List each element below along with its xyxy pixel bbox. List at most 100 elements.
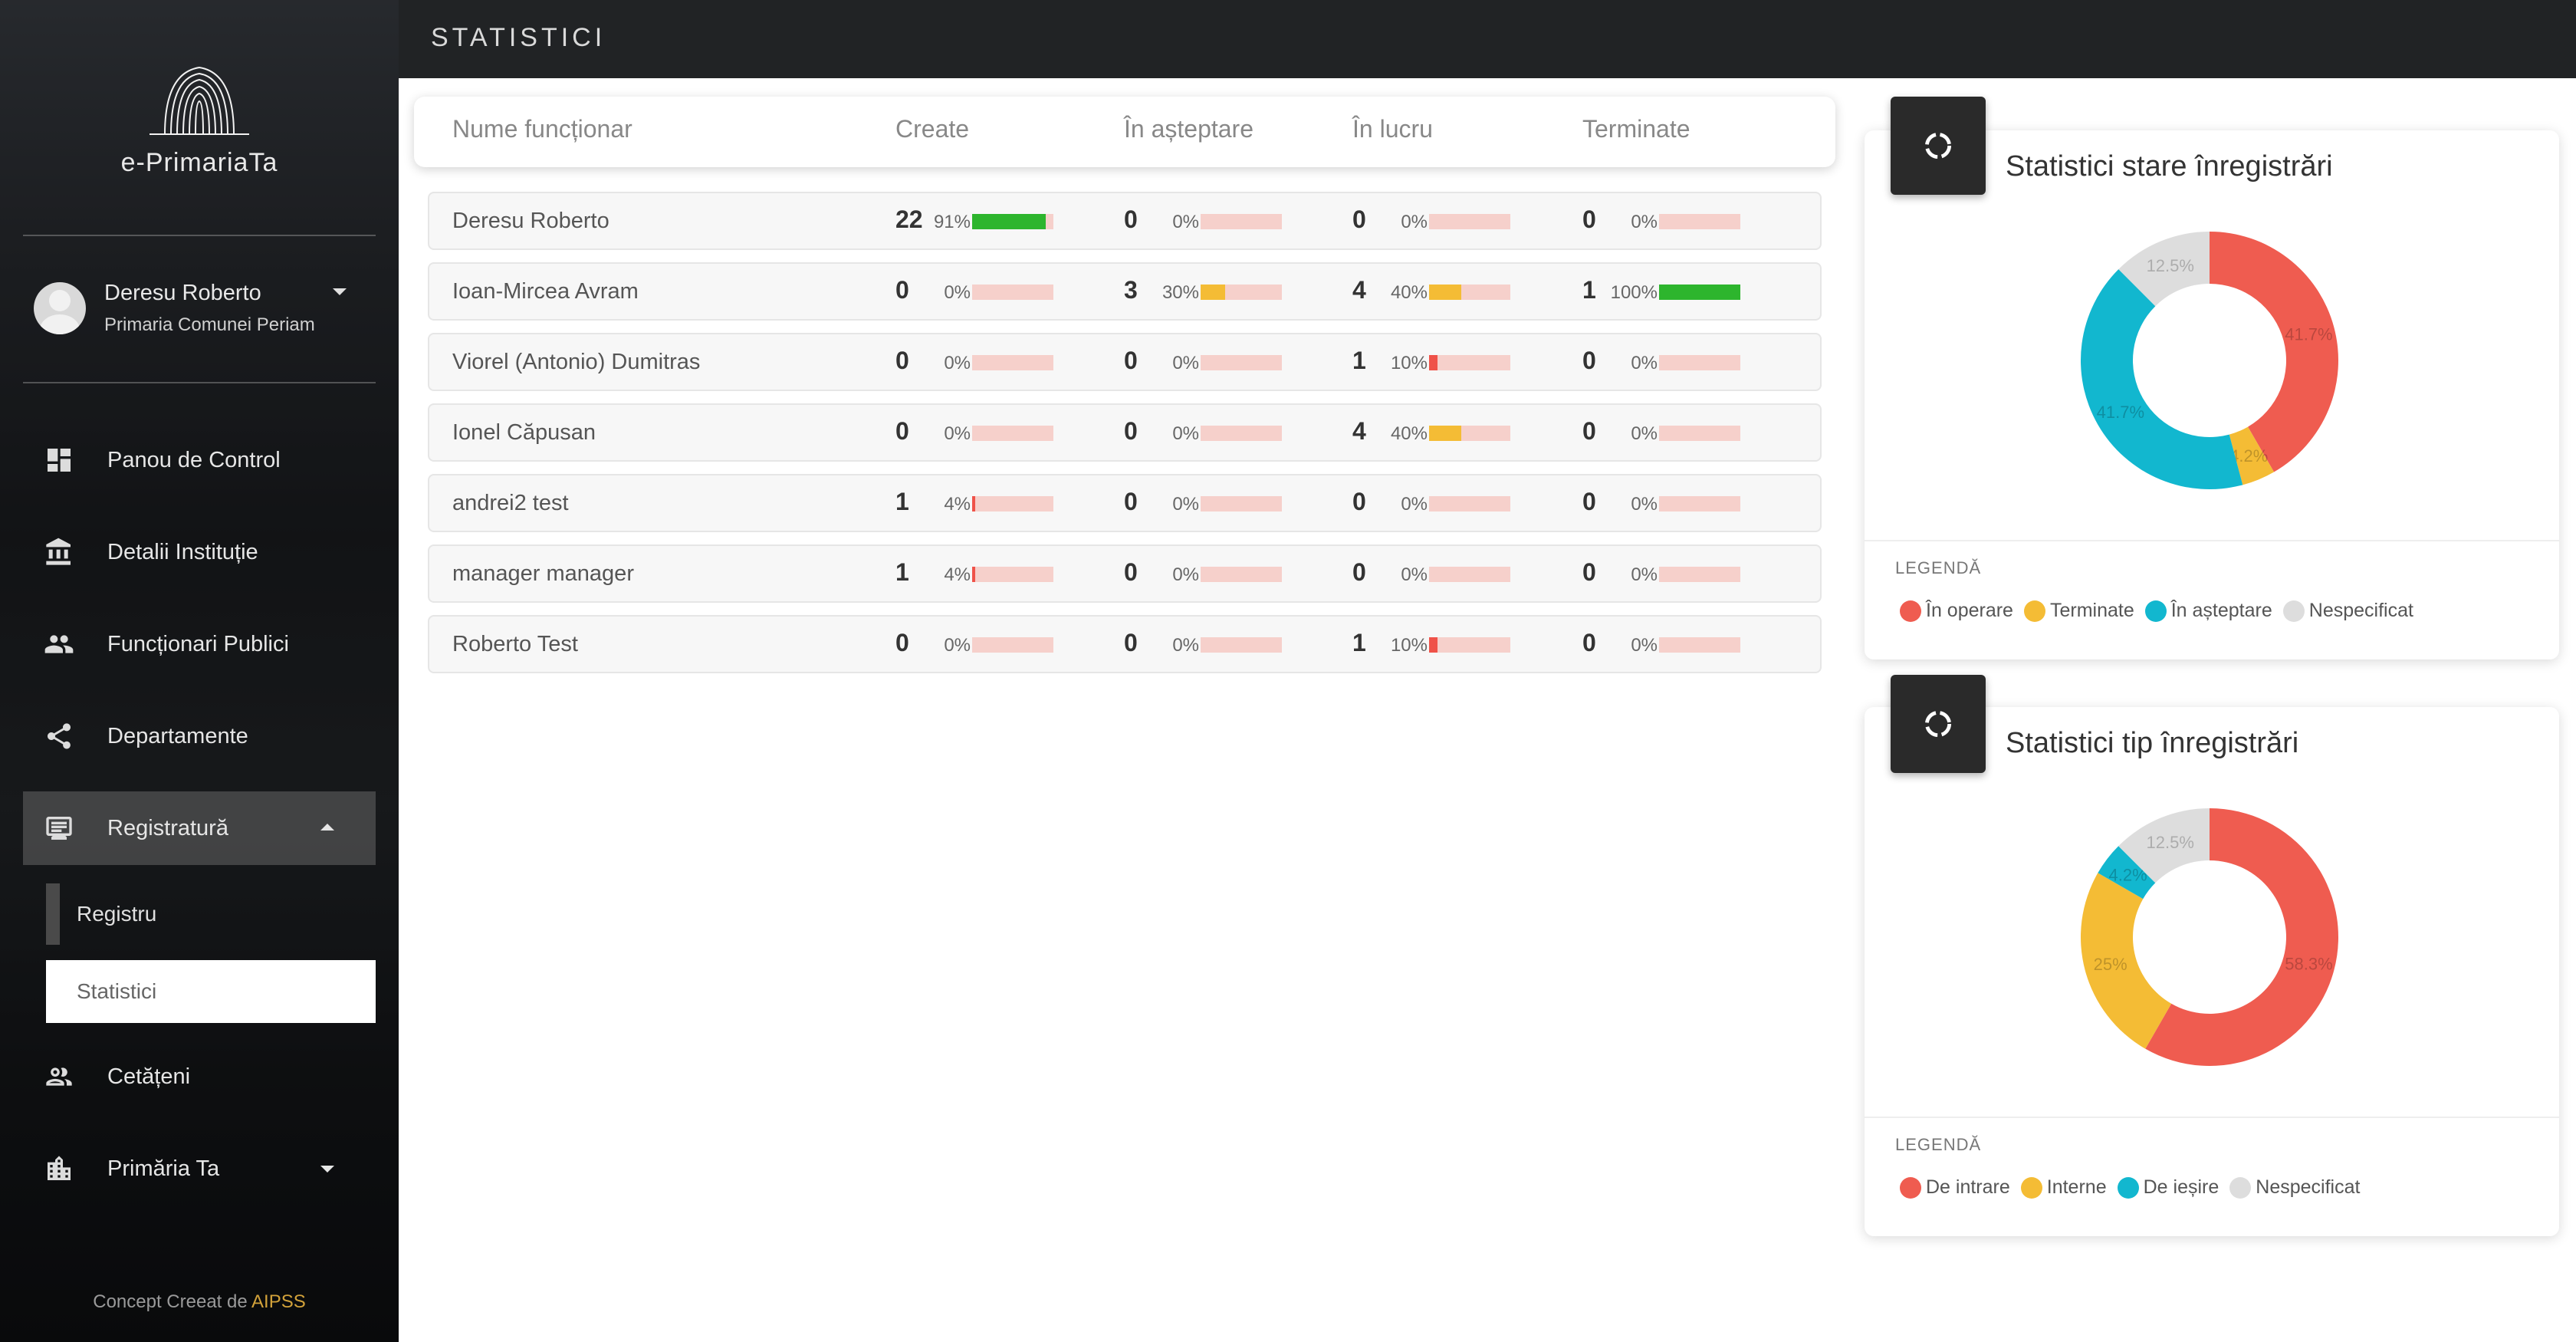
cell-name: Ioan-Mircea Avram [452, 279, 639, 304]
slice-terminate[interactable] [2229, 426, 2275, 485]
progress-bar [1659, 567, 1740, 582]
stat-count: 0 [895, 629, 909, 656]
refresh-icon[interactable] [1891, 675, 1986, 773]
legend-item[interactable]: În așteptare [2144, 600, 2272, 622]
nav-item-panou-de-control[interactable]: Panou de Control [23, 423, 376, 497]
chevron-up-icon [320, 824, 334, 831]
subnav-statistici[interactable]: Statistici [46, 960, 376, 1023]
stat-percent: 0% [944, 635, 971, 656]
stat-percent: 0% [1172, 494, 1199, 515]
legend-title: LEGENDĂ [1895, 1135, 1982, 1154]
table-row[interactable]: Viorel (Antonio) Dumitras 0 0% 0 0% 1 10% 0 0% [428, 333, 1822, 391]
header-nume: Nume funcționar [452, 115, 632, 143]
header-terminate: Terminate [1582, 115, 1691, 143]
chevron-down-icon[interactable] [333, 288, 347, 295]
table-row[interactable]: manager manager 1 4% 0 0% 0 0% 0 0% [428, 544, 1822, 603]
legend-item[interactable]: De intrare [1900, 1176, 2010, 1199]
institution-icon [43, 536, 75, 568]
refresh-icon[interactable] [1891, 97, 1986, 195]
stat-percent: 0% [1401, 212, 1428, 232]
legend-item[interactable]: Terminate [2023, 600, 2134, 622]
logo[interactable]: e-PrimariaTa [0, 61, 399, 178]
chevron-down-icon [320, 1166, 334, 1173]
legend: În operare Terminate În așteptare Nespecifi… [1900, 600, 2424, 622]
legend-label: De ieșire [2143, 1176, 2220, 1198]
table-row[interactable]: Roberto Test 0 0% 0 0% 1 10% 0 0% [428, 615, 1822, 673]
user-org: Primaria Comunei Periam [104, 314, 315, 335]
progress-bar [1659, 426, 1740, 441]
table-row[interactable]: Ionel Căpusan 0 0% 0 0% 4 40% 0 0% [428, 403, 1822, 462]
nav-item-registratura[interactable]: Registratură [23, 791, 376, 865]
subnav-registru[interactable]: Registru [46, 883, 376, 945]
legend-label: Terminate [2049, 600, 2134, 621]
slice-de-ie-ire[interactable] [2098, 846, 2156, 900]
legend-dot-icon [2282, 600, 2305, 622]
stat-count: 1 [895, 558, 909, 586]
footer-brand-link[interactable]: AIPSS [251, 1291, 306, 1312]
page-title: STATISTICI [431, 23, 606, 52]
footer-credit: Concept Creeat de AIPSS [0, 1291, 399, 1313]
stat-count: 0 [1352, 558, 1366, 586]
table-row[interactable]: Deresu Roberto 22 91% 0 0% 0 0% 0 0% [428, 192, 1822, 250]
stat-percent: 4% [944, 564, 971, 585]
user-name: Deresu Roberto [104, 281, 261, 305]
slice-interne[interactable] [2081, 873, 2172, 1049]
slice-label: 41.7% [2285, 324, 2332, 344]
legend-label: De intrare [1926, 1176, 2010, 1198]
legend-label: Nespecificat [2256, 1176, 2361, 1198]
stat-count: 0 [895, 276, 909, 304]
sidebar: e-PrimariaTa Deresu Roberto Primaria Com… [0, 0, 399, 1342]
progress-bar [1429, 637, 1510, 653]
nav-item-detalii-institutie[interactable]: Detalii Instituție [23, 515, 376, 589]
slice-label: 4.2% [2109, 866, 2147, 885]
progress-bar [1659, 637, 1740, 653]
divider [1865, 1117, 2559, 1118]
nav-item-primaria-ta[interactable]: Primăria Ta [23, 1132, 376, 1205]
footer-prefix: Concept Creeat de [93, 1291, 248, 1312]
stat-count: 22 [895, 206, 923, 233]
stat-percent: 40% [1390, 282, 1428, 303]
slice--n-a-teptare[interactable] [2081, 269, 2243, 489]
stat-percent: 0% [1631, 635, 1658, 656]
legend-item[interactable]: Interne [2020, 1176, 2107, 1199]
top-bar: STATISTICI [399, 0, 2576, 78]
progress-bar [1429, 426, 1510, 441]
divider [23, 382, 376, 383]
logo-text: e-PrimariaTa [120, 148, 278, 177]
cell-name: Roberto Test [452, 632, 578, 656]
user-profile[interactable]: Deresu Roberto Primaria Comunei Periam [34, 278, 363, 339]
legend-item[interactable]: De ieșire [2117, 1176, 2220, 1199]
stat-percent: 0% [1631, 353, 1658, 373]
legend-label: În operare [1926, 600, 2013, 621]
nav-item-cetateni[interactable]: Cetățeni [23, 1040, 376, 1113]
table-row[interactable]: andrei2 test 1 4% 0 0% 0 0% 0 0% [428, 474, 1822, 532]
slice-nespecificat[interactable] [2118, 232, 2210, 307]
stat-count: 0 [1124, 629, 1138, 656]
progress-bar [1201, 567, 1282, 582]
progress-fill [972, 567, 975, 582]
legend-item[interactable]: Nespecificat [2229, 1176, 2360, 1199]
stat-count: 1 [1352, 629, 1366, 656]
slice-label: 58.3% [2285, 955, 2332, 974]
progress-bar [972, 567, 1053, 582]
progress-bar [1201, 285, 1282, 300]
slice--n-operare[interactable] [2210, 232, 2338, 472]
progress-bar [972, 214, 1053, 229]
stat-count: 0 [1124, 488, 1138, 515]
cell-name: manager manager [452, 561, 634, 586]
registry-icon [43, 812, 75, 844]
progress-fill [972, 214, 1046, 229]
nav-item-functionari-publici[interactable]: Funcționari Publici [23, 607, 376, 681]
progress-bar [1659, 285, 1740, 300]
legend-dot-icon [2020, 1176, 2042, 1199]
table-row[interactable]: Ioan-Mircea Avram 0 0% 3 30% 4 40% 1 100% [428, 262, 1822, 321]
legend-item[interactable]: În operare [1900, 600, 2013, 622]
stat-count: 0 [1352, 206, 1366, 233]
nav-item-departamente[interactable]: Departamente [23, 699, 376, 773]
avatar [34, 282, 86, 334]
slice-nespecificat[interactable] [2118, 808, 2210, 883]
legend-item[interactable]: Nespecificat [2282, 600, 2413, 622]
slice-de-intrare[interactable] [2145, 808, 2338, 1066]
legend-label: În așteptare [2170, 600, 2272, 621]
stat-percent: 91% [933, 212, 971, 232]
